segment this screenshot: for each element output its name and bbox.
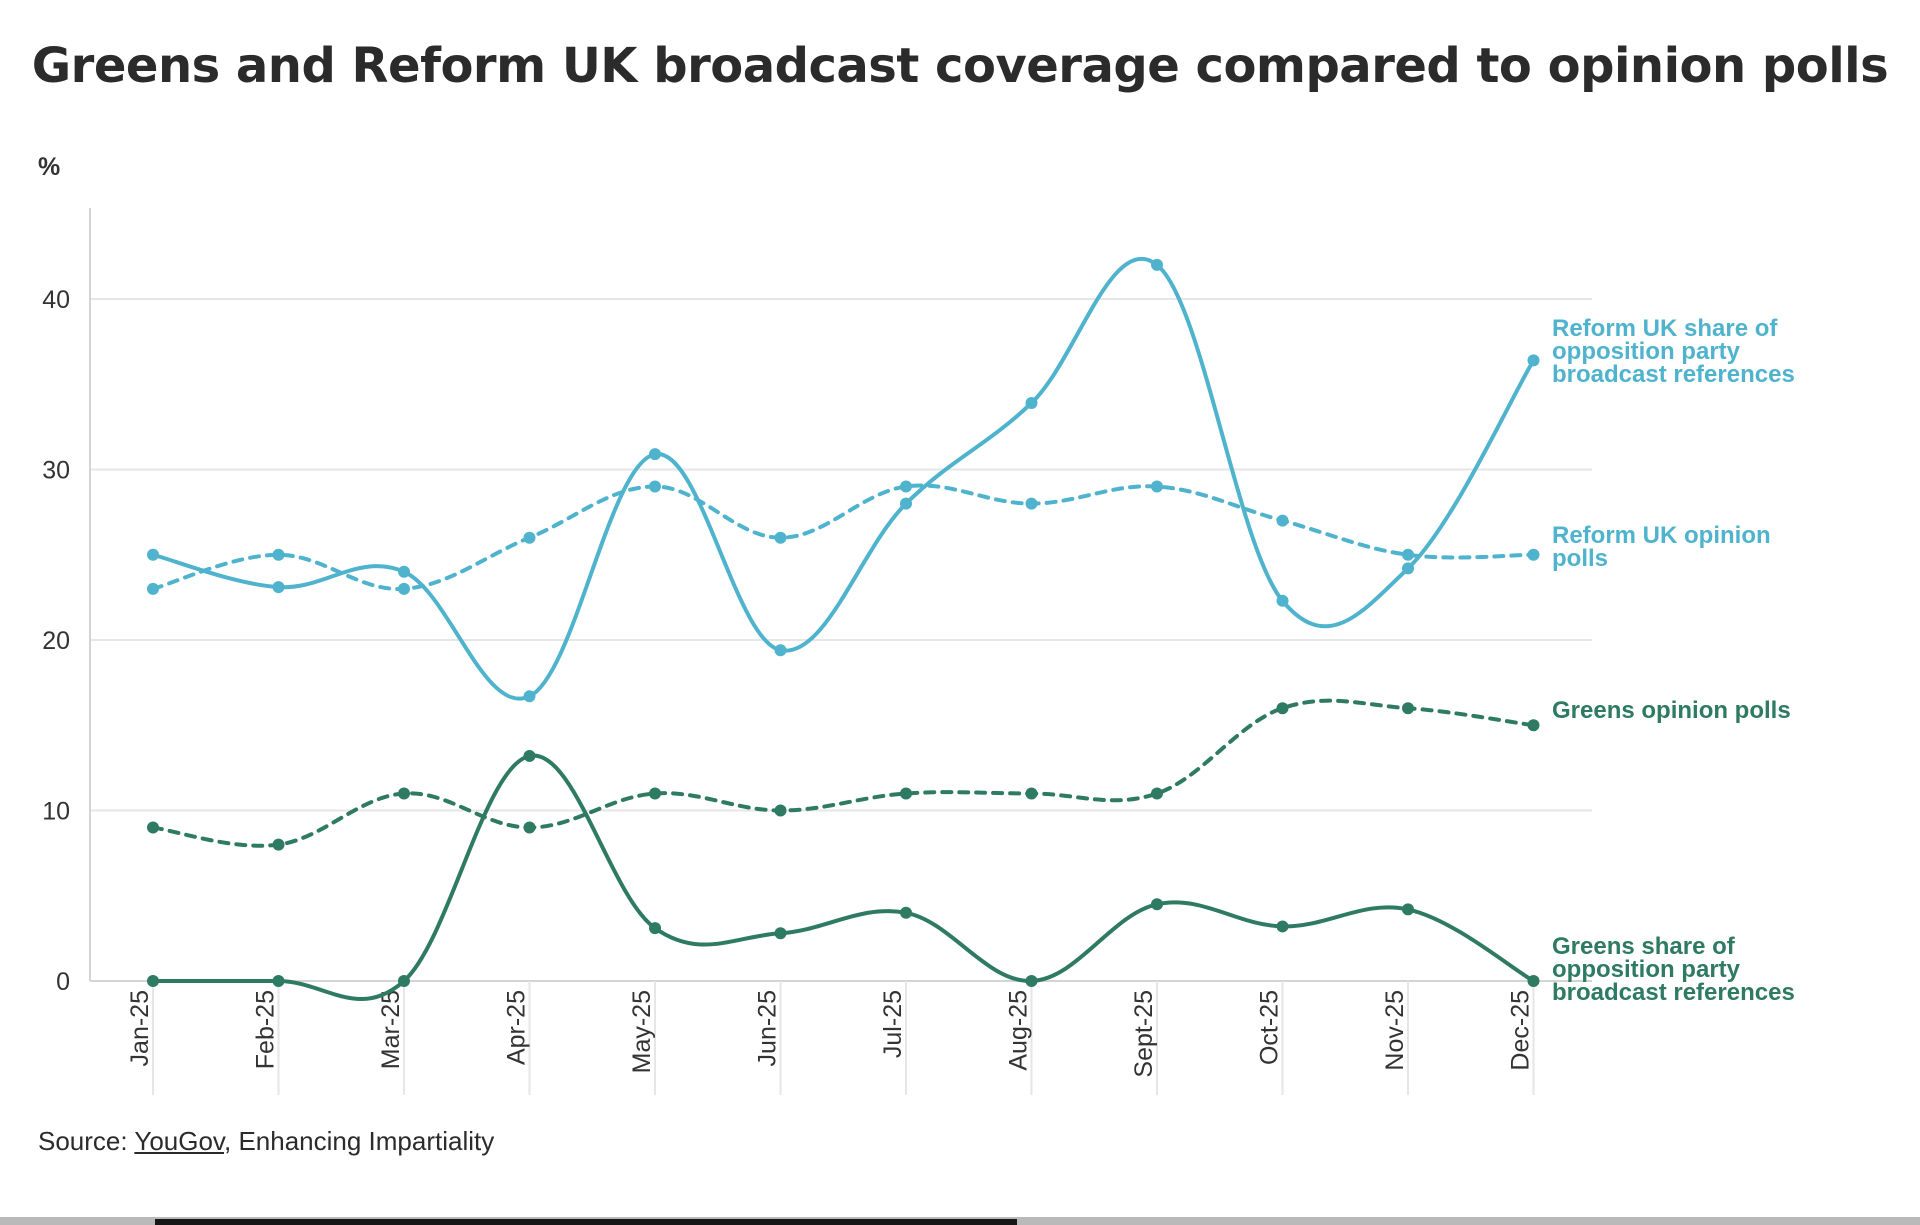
series-line-reform-uk-share-of-opposition-party-broadcast-references — [151, 256, 1536, 701]
series-label-greens-share-of-opposition-party-broadcast-references: Greens share of opposition party broadcast… — [1552, 933, 1795, 1006]
data-point-greens-opinion-polls-nov-25 — [1402, 702, 1414, 715]
x-tick-label-May-25: May-25 — [628, 990, 656, 1073]
data-point-reform-uk-share-of-opposition-party-broadcast-references-feb-25 — [272, 581, 285, 594]
x-tick-label-Oct-25: Oct-25 — [1256, 990, 1284, 1065]
gridlines — [90, 298, 1592, 812]
data-point-greens-share-of-opposition-party-broadcast-references-nov-25 — [1402, 903, 1414, 916]
data-point-reform-uk-opinion-polls-jun-25 — [774, 531, 787, 544]
x-tick-label-Dec-25: Dec-25 — [1507, 990, 1535, 1071]
data-point-greens-opinion-polls-aug-25 — [1025, 787, 1038, 800]
data-point-reform-uk-share-of-opposition-party-broadcast-references-apr-25 — [523, 690, 536, 703]
data-point-reform-uk-share-of-opposition-party-broadcast-references-sept-25 — [1151, 258, 1163, 271]
bottom-strip-thumb — [155, 1219, 1017, 1225]
data-point-reform-uk-opinion-polls-sept-25 — [1151, 480, 1163, 493]
series-labels: Reform UK share of opposition party broadc… — [1552, 315, 1795, 1006]
data-point-greens-opinion-polls-oct-25 — [1276, 702, 1289, 715]
series-lines — [151, 256, 1536, 1001]
series-line-greens-share-of-opposition-party-broadcast-references — [151, 753, 1536, 1001]
data-point-reform-uk-share-of-opposition-party-broadcast-references-oct-25 — [1276, 594, 1289, 607]
series-label-greens-opinion-polls: Greens opinion polls — [1552, 697, 1791, 724]
data-point-greens-share-of-opposition-party-broadcast-references-oct-25 — [1276, 920, 1289, 933]
data-point-greens-opinion-polls-jan-25 — [147, 821, 159, 834]
series-label-line: polls — [1552, 545, 1608, 572]
data-point-greens-share-of-opposition-party-broadcast-references-may-25 — [649, 922, 661, 935]
series-label-line: Greens share of — [1552, 933, 1736, 960]
data-point-reform-uk-opinion-polls-may-25 — [649, 480, 661, 493]
data-point-reform-uk-opinion-polls-mar-25 — [398, 582, 410, 595]
y-tick-label-40: 40 — [42, 286, 70, 314]
data-point-greens-share-of-opposition-party-broadcast-references-jan-25 — [147, 975, 159, 987]
data-point-reform-uk-opinion-polls-jan-25 — [147, 582, 159, 595]
x-tick-label-Mar-25: Mar-25 — [377, 990, 405, 1069]
data-point-reform-uk-share-of-opposition-party-broadcast-references-mar-25 — [398, 565, 410, 578]
y-tick-label-0: 0 — [56, 968, 70, 996]
x-tick-label-Feb-25: Feb-25 — [252, 990, 280, 1069]
data-point-reform-uk-share-of-opposition-party-broadcast-references-may-25 — [649, 448, 661, 461]
data-point-reform-uk-share-of-opposition-party-broadcast-references-jul-25 — [900, 497, 912, 510]
series-label-line: broadcast references — [1552, 361, 1795, 388]
axes: 0 10 20 30 40% Jan-25 Feb-25 Mar-25 Apr-25 May-25… — [38, 153, 1592, 1095]
series-line-greens-opinion-polls — [151, 698, 1536, 848]
data-point-greens-share-of-opposition-party-broadcast-references-feb-25 — [272, 975, 285, 987]
data-point-greens-opinion-polls-dec-25 — [1527, 719, 1540, 732]
data-point-greens-share-of-opposition-party-broadcast-references-mar-25 — [398, 975, 410, 987]
chart-title: Greens and Reform UK broadcast coverage … — [31, 38, 1889, 94]
source-note: Source: YouGov, Enhancing Impartiality — [38, 1126, 494, 1157]
data-point-greens-share-of-opposition-party-broadcast-references-dec-25 — [1527, 975, 1540, 987]
series-label-line: opposition party — [1552, 338, 1741, 365]
data-point-greens-opinion-polls-feb-25 — [272, 838, 285, 851]
series-label-line: opposition party — [1552, 956, 1741, 983]
y-axis-unit-label: % — [38, 153, 60, 181]
data-point-greens-share-of-opposition-party-broadcast-references-jul-25 — [900, 906, 912, 919]
data-point-greens-opinion-polls-sept-25 — [1151, 787, 1163, 800]
source-suffix: , Enhancing Impartiality — [224, 1126, 495, 1156]
data-point-reform-uk-share-of-opposition-party-broadcast-references-nov-25 — [1402, 562, 1414, 575]
data-point-reform-uk-opinion-polls-apr-25 — [523, 531, 536, 544]
data-point-reform-uk-opinion-polls-aug-25 — [1025, 497, 1038, 510]
y-tick-label-10: 10 — [42, 798, 70, 826]
x-tick-label-Sept-25: Sept-25 — [1130, 990, 1158, 1078]
data-point-reform-uk-opinion-polls-feb-25 — [272, 548, 285, 561]
data-point-greens-share-of-opposition-party-broadcast-references-jun-25 — [774, 927, 787, 940]
series-label-reform-uk-opinion-polls: Reform UK opinion polls — [1552, 522, 1771, 572]
data-point-greens-share-of-opposition-party-broadcast-references-apr-25 — [523, 749, 536, 762]
series-label-line: Reform UK share of — [1552, 315, 1778, 342]
data-points — [147, 258, 1540, 987]
data-point-reform-uk-share-of-opposition-party-broadcast-references-dec-25 — [1527, 354, 1540, 367]
data-point-reform-uk-share-of-opposition-party-broadcast-references-aug-25 — [1025, 397, 1038, 410]
data-point-greens-opinion-polls-jun-25 — [774, 804, 787, 817]
data-point-greens-opinion-polls-apr-25 — [523, 821, 536, 834]
y-tick-label-30: 30 — [42, 457, 70, 485]
data-point-greens-share-of-opposition-party-broadcast-references-sept-25 — [1151, 898, 1163, 911]
source-link-yougov[interactable]: YouGov — [134, 1126, 224, 1156]
data-point-greens-share-of-opposition-party-broadcast-references-aug-25 — [1025, 975, 1038, 987]
data-point-greens-opinion-polls-may-25 — [649, 787, 661, 800]
x-tick-label-Aug-25: Aug-25 — [1005, 990, 1033, 1071]
data-point-greens-opinion-polls-jul-25 — [900, 787, 912, 800]
y-tick-label-20: 20 — [42, 627, 70, 655]
series-line-reform-uk-opinion-polls — [151, 483, 1536, 591]
data-point-reform-uk-share-of-opposition-party-broadcast-references-jan-25 — [147, 548, 159, 561]
x-tick-label-Jun-25: Jun-25 — [754, 990, 782, 1066]
x-tick-label-Jan-25: Jan-25 — [126, 990, 154, 1066]
data-point-reform-uk-opinion-polls-jul-25 — [900, 480, 912, 493]
data-point-reform-uk-opinion-polls-oct-25 — [1276, 514, 1289, 527]
data-point-reform-uk-opinion-polls-dec-25 — [1527, 548, 1540, 561]
x-tick-label-Apr-25: Apr-25 — [503, 990, 531, 1065]
series-label-line: Reform UK opinion — [1552, 522, 1771, 549]
data-point-greens-opinion-polls-mar-25 — [398, 787, 410, 800]
data-point-reform-uk-opinion-polls-nov-25 — [1402, 548, 1414, 561]
data-point-reform-uk-share-of-opposition-party-broadcast-references-jun-25 — [774, 644, 787, 657]
x-tick-label-Jul-25: Jul-25 — [879, 990, 907, 1058]
series-label-reform-uk-share-of-opposition-party-broadcast-references: Reform UK share of opposition party broadc… — [1552, 315, 1795, 388]
source-prefix: Source: — [38, 1126, 135, 1156]
series-label-line: broadcast references — [1552, 979, 1795, 1006]
series-label-line: Greens opinion polls — [1552, 697, 1791, 724]
x-tick-label-Nov-25: Nov-25 — [1381, 990, 1409, 1071]
